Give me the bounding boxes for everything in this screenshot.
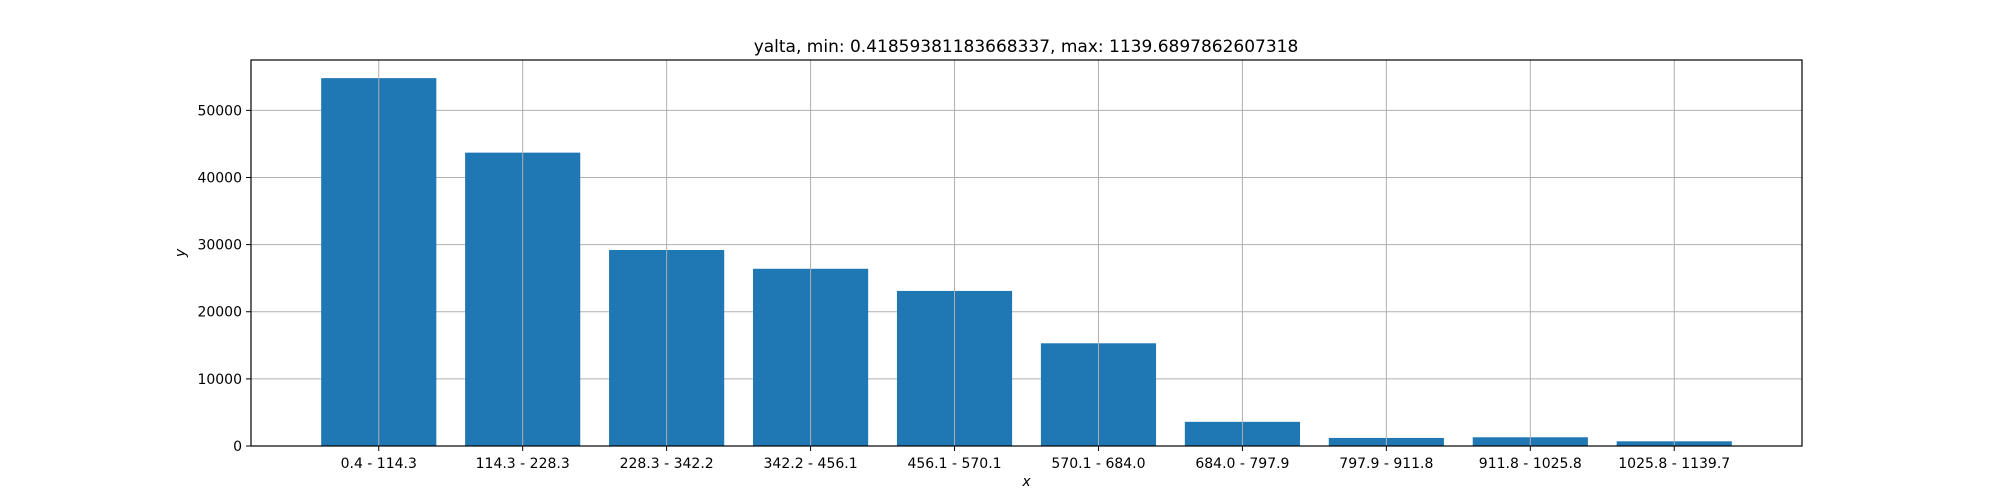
x-tick-label: 1025.8 - 1139.7 (1618, 456, 1730, 472)
x-tick-label: 228.3 - 342.2 (620, 456, 714, 472)
x-tick-label: 684.0 - 797.9 (1195, 456, 1289, 472)
chart-title: yalta, min: 0.41859381183668337, max: 11… (754, 37, 1299, 57)
x-tick-label: 0.4 - 114.3 (341, 456, 417, 472)
y-tick-label: 10000 (197, 372, 242, 388)
bars-layer (321, 60, 1732, 446)
y-axis-label: y (173, 248, 189, 258)
x-tick-label: 570.1 - 684.0 (1051, 456, 1145, 472)
x-tick-label: 797.9 - 911.8 (1339, 456, 1433, 472)
x-tick-label: 911.8 - 1025.8 (1479, 456, 1582, 472)
x-tick-label: 342.2 - 456.1 (764, 456, 858, 472)
plot-frame (250, 59, 1803, 447)
y-tick-layer: 0 10000 20000 30000 40000 50000 (197, 103, 251, 455)
y-tick-label: 20000 (197, 305, 242, 321)
y-tick-label: 40000 (197, 170, 242, 186)
x-axis-label: x (1021, 474, 1031, 490)
y-tick-label: 0 (233, 439, 242, 455)
x-tick-label: 114.3 - 228.3 (476, 456, 570, 472)
x-tick-layer: 0.4 - 114.3 114.3 - 228.3 228.3 - 342.2 342… (341, 446, 1730, 472)
x-tick-label: 456.1 - 570.1 (907, 456, 1001, 472)
y-tick-label: 30000 (197, 238, 242, 254)
y-tick-label: 50000 (197, 103, 242, 119)
